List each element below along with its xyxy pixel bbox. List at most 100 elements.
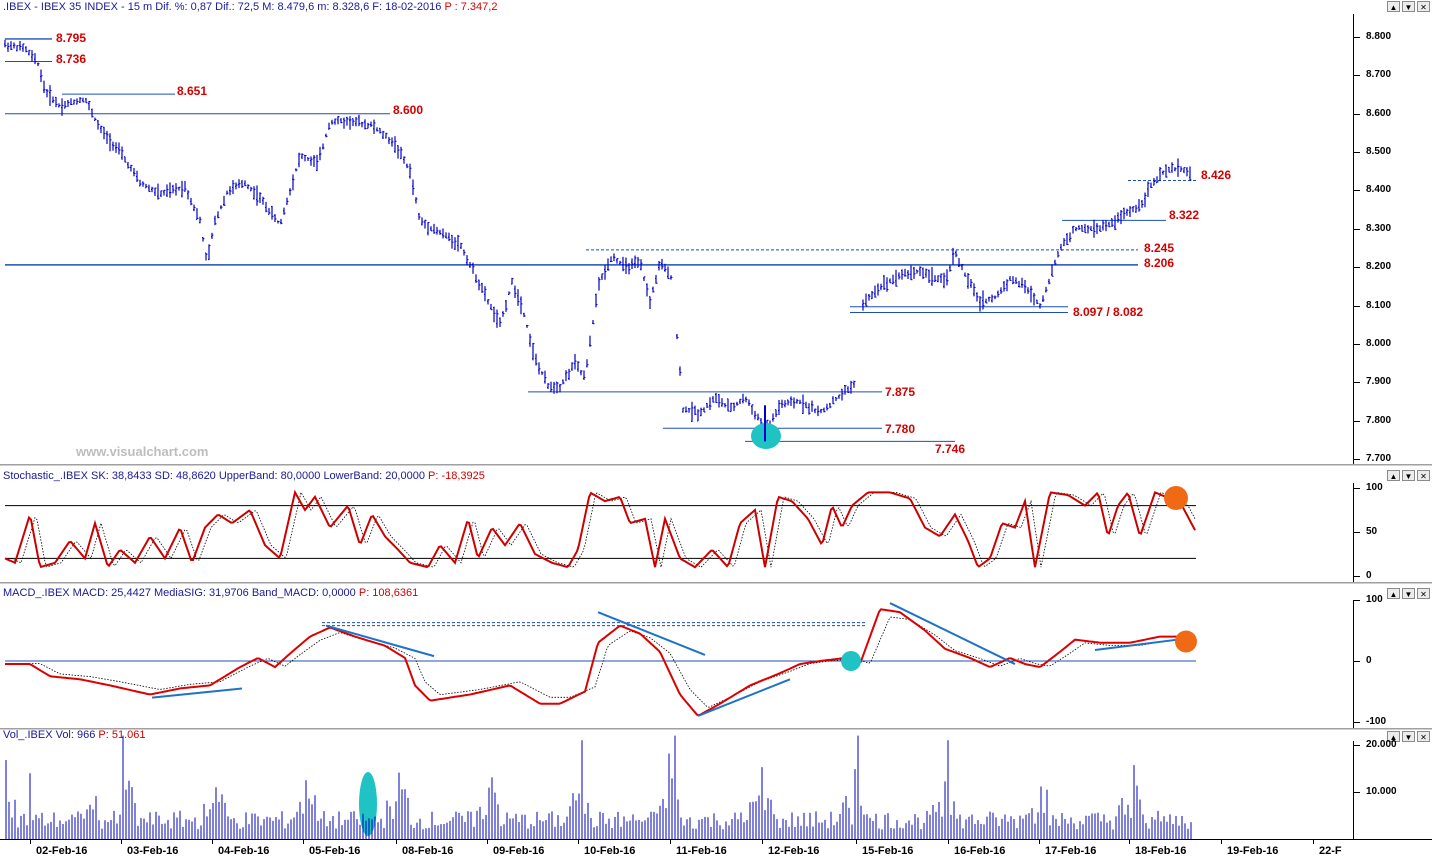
level-label-8097-8082: 8.097 / 8.082 bbox=[1073, 305, 1144, 319]
y-tick-label: 8.600 bbox=[1366, 107, 1392, 119]
y-tick bbox=[1354, 722, 1360, 723]
level-label-8795: 8.795 bbox=[56, 31, 87, 45]
close-panel-button[interactable]: ✕ bbox=[1417, 731, 1430, 742]
y-tick bbox=[1354, 75, 1360, 77]
trend-line bbox=[325, 624, 435, 658]
trend-line bbox=[697, 678, 791, 717]
y-tick-label: 8.300 bbox=[1366, 222, 1392, 234]
scroll-up-button[interactable]: ▲ bbox=[1387, 731, 1400, 742]
highlight-cyan-circle bbox=[841, 651, 861, 671]
y-tick bbox=[1354, 228, 1360, 230]
stochastic-chart[interactable] bbox=[0, 467, 1353, 582]
close-panel-button[interactable]: ✕ bbox=[1417, 1, 1430, 12]
date-tick bbox=[121, 840, 122, 844]
y-tick bbox=[1354, 488, 1360, 489]
price-chart[interactable] bbox=[0, 0, 1353, 464]
volume-chart[interactable] bbox=[0, 731, 1353, 839]
date-tick bbox=[30, 840, 31, 844]
trend-line bbox=[151, 687, 243, 699]
y-tick-label: 100 bbox=[1366, 482, 1383, 493]
highlight-cyan-ellipse bbox=[359, 772, 377, 836]
macd-chart[interactable] bbox=[0, 585, 1353, 730]
y-tick bbox=[1354, 459, 1360, 460]
y-tick-label: 100 bbox=[1366, 594, 1383, 605]
y-tick-label: 8.500 bbox=[1366, 146, 1392, 158]
highlight-orange-circle bbox=[1175, 630, 1197, 653]
y-tick-label: 8.100 bbox=[1366, 299, 1392, 311]
scroll-up-button[interactable]: ▲ bbox=[1387, 1, 1400, 12]
y-tick bbox=[1354, 305, 1360, 307]
y-tick-label: 0 bbox=[1366, 570, 1372, 581]
date-tick bbox=[212, 840, 213, 844]
scroll-up-button[interactable]: ▲ bbox=[1387, 470, 1400, 481]
y-tick bbox=[1354, 190, 1360, 192]
close-panel-button[interactable]: ✕ bbox=[1417, 588, 1430, 599]
price-header: .IBEX - IBEX 35 INDEX - 15 m Dif. %: 0,8… bbox=[3, 1, 498, 13]
date-axis: 02-Feb-16 03-Feb-16 04-Feb-16 05-Feb-16 08-F… bbox=[0, 839, 1432, 858]
date-tick bbox=[1313, 840, 1314, 844]
macd-header: MACD_.IBEX MACD: 25,4427 MediaSIG: 31,97… bbox=[3, 587, 419, 599]
level-label-8736: 8.736 bbox=[56, 52, 87, 66]
scroll-up-button[interactable]: ▲ bbox=[1387, 588, 1400, 599]
date-tick bbox=[670, 840, 671, 844]
level-label-8322: 8.322 bbox=[1169, 208, 1200, 222]
date-label: 17-Feb-16 bbox=[1045, 845, 1097, 857]
price-window-controls: ▲ ▼ ✕ bbox=[1387, 1, 1430, 12]
date-label: 15-Feb-16 bbox=[862, 845, 914, 857]
y-tick bbox=[1354, 37, 1360, 38]
y-tick bbox=[1354, 152, 1360, 154]
watermark: www.visualchart.com bbox=[76, 444, 209, 459]
stochastic-header: Stochastic_.IBEX SK: 38,8433 SD: 48,8620… bbox=[3, 470, 485, 482]
y-tick-label: 8.700 bbox=[1366, 69, 1392, 81]
date-label: 12-Feb-16 bbox=[768, 845, 820, 857]
date-label: 10-Feb-16 bbox=[584, 845, 636, 857]
y-tick bbox=[1354, 113, 1360, 115]
y-tick bbox=[1354, 661, 1360, 662]
date-label: 18-Feb-16 bbox=[1135, 845, 1187, 857]
y-tick-label: -100 bbox=[1366, 716, 1387, 727]
date-label: 02-Feb-16 bbox=[36, 845, 88, 857]
y-tick-label: 7.700 bbox=[1366, 453, 1392, 464]
level-label-8651: 8.651 bbox=[177, 84, 208, 98]
y-tick-label: 8.800 bbox=[1366, 31, 1392, 42]
y-tick bbox=[1354, 267, 1360, 269]
date-label: 19-Feb-16 bbox=[1227, 845, 1279, 857]
date-tick bbox=[1221, 840, 1222, 844]
level-label-7746: 7.746 bbox=[935, 442, 966, 456]
date-label: 03-Feb-16 bbox=[127, 845, 179, 857]
y-tick-label: 50 bbox=[1366, 526, 1378, 537]
date-tick bbox=[948, 840, 949, 844]
highlight-orange-circle bbox=[1164, 486, 1188, 510]
y-tick bbox=[1354, 792, 1360, 793]
level-label-8600: 8.600 bbox=[393, 103, 424, 117]
scroll-down-button[interactable]: ▼ bbox=[1402, 588, 1415, 599]
y-tick-label: 7.800 bbox=[1366, 414, 1392, 426]
y-tick bbox=[1354, 420, 1360, 422]
date-tick bbox=[487, 840, 488, 844]
close-panel-button[interactable]: ✕ bbox=[1417, 470, 1430, 481]
scroll-down-button[interactable]: ▼ bbox=[1402, 1, 1415, 12]
y-tick bbox=[1354, 745, 1360, 746]
y-tick-label: 8.000 bbox=[1366, 337, 1392, 349]
date-label: 09-Feb-16 bbox=[493, 845, 545, 857]
panel-divider[interactable] bbox=[0, 728, 1432, 731]
volume-window-controls: ▲ ▼ ✕ bbox=[1387, 731, 1430, 742]
date-label: 22-F bbox=[1319, 845, 1342, 857]
scroll-down-button[interactable]: ▼ bbox=[1402, 470, 1415, 481]
scroll-down-button[interactable]: ▼ bbox=[1402, 731, 1415, 742]
price-panel: .IBEX - IBEX 35 INDEX - 15 m Dif. %: 0,8… bbox=[0, 0, 1432, 464]
price-y-axis: 8.800 8.700 8.600 8.500 8.400 8.300 8.200 8.100… bbox=[1353, 14, 1432, 464]
date-tick bbox=[578, 840, 579, 844]
volume-panel: Vol_.IBEX Vol: 966 P: 51.061 ▲ ▼ ✕ 20.00… bbox=[0, 729, 1432, 839]
date-label: 05-Feb-16 bbox=[309, 845, 361, 857]
panel-divider[interactable] bbox=[0, 464, 1432, 467]
trend-line bbox=[597, 611, 706, 656]
level-label-8245: 8.245 bbox=[1144, 241, 1175, 255]
y-tick bbox=[1354, 532, 1360, 533]
level-label-8426: 8.426 bbox=[1201, 168, 1232, 182]
panel-divider[interactable] bbox=[0, 582, 1432, 585]
date-label: 16-Feb-16 bbox=[954, 845, 1006, 857]
date-label: 08-Feb-16 bbox=[402, 845, 454, 857]
macd-panel: MACD_.IBEX MACD: 25,4427 MediaSIG: 31,97… bbox=[0, 585, 1432, 730]
y-tick bbox=[1354, 576, 1360, 577]
